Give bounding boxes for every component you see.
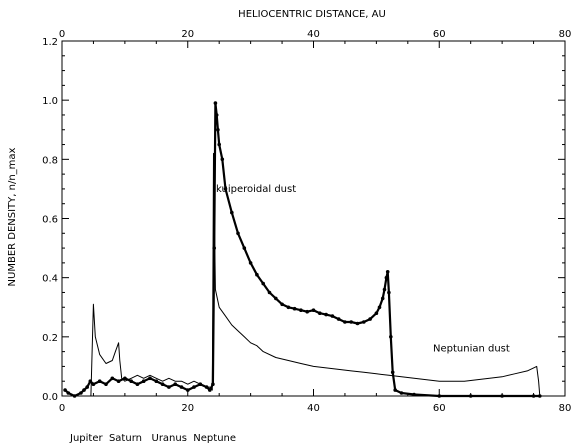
annotation-kuiperoidal-dust: kuiperoidal dust xyxy=(216,184,296,195)
series-line-neptunian-dust xyxy=(90,152,541,397)
series-point-kuiperoidal-dust-73 xyxy=(531,394,536,398)
series-point-kuiperoidal-dust-60 xyxy=(380,296,385,301)
axis-ticks: 0 0 20 20 40 40 60 60 80 80 0.0 0.2 0.4 0.6 0.8 1.0 1.2 xyxy=(42,29,571,414)
series-point-kuiperoidal-dust-2 xyxy=(72,394,77,398)
series-point-kuiperoidal-dust-23 xyxy=(192,385,196,389)
series-point-kuiperoidal-dust-70 xyxy=(437,394,442,398)
series-point-kuiperoidal-dust-68 xyxy=(399,391,404,395)
series-point-kuiperoidal-dust-43 xyxy=(280,302,284,307)
x-tick-label-bottom-0: 0 xyxy=(59,403,65,414)
x-tick-label-bottom-60: 60 xyxy=(433,403,446,414)
series-point-kuiperoidal-dust-11 xyxy=(116,379,121,384)
y-tick-label-0.8: 0.8 xyxy=(42,155,58,166)
series-point-kuiperoidal-dust-57 xyxy=(368,317,372,321)
series-point-kuiperoidal-dust-1 xyxy=(66,391,71,395)
series-point-kuiperoidal-dust-69 xyxy=(412,392,416,397)
series-point-kuiperoidal-dust-72 xyxy=(500,394,504,398)
series-point-kuiperoidal-dust-40 xyxy=(261,281,266,286)
series-point-kuiperoidal-dust-18 xyxy=(160,382,165,387)
series-point-kuiperoidal-dust-9 xyxy=(104,382,108,387)
series-point-kuiperoidal-dust-65 xyxy=(389,335,393,339)
series-point-kuiperoidal-dust-56 xyxy=(362,320,366,324)
series-point-kuiperoidal-dust-35 xyxy=(230,210,234,215)
y-tick-label-1: 1.0 xyxy=(42,96,58,107)
series-point-kuiperoidal-dust-21 xyxy=(179,385,184,389)
series-point-kuiperoidal-dust-14 xyxy=(135,382,140,387)
series-point-kuiperoidal-dust-27 xyxy=(211,382,215,387)
series-point-kuiperoidal-dust-42 xyxy=(274,296,278,301)
series-point-kuiperoidal-dust-64 xyxy=(387,290,391,295)
series-point-kuiperoidal-dust-55 xyxy=(355,321,360,326)
x-tick-label-bottom-20: 20 xyxy=(181,403,194,414)
series-point-kuiperoidal-dust-12 xyxy=(123,376,127,381)
series-point-kuiperoidal-dust-36 xyxy=(236,231,240,236)
series-point-kuiperoidal-dust-67 xyxy=(393,388,398,392)
series-point-kuiperoidal-dust-32 xyxy=(217,142,221,147)
series-point-kuiperoidal-dust-44 xyxy=(286,305,291,310)
series-point-kuiperoidal-dust-5 xyxy=(85,385,89,389)
x-tick-label-bottom-80: 80 xyxy=(559,403,572,414)
y-axis-label: NUMBER DENSITY, n/n_max xyxy=(7,147,18,286)
x-tick-label-top-80: 80 xyxy=(559,29,572,40)
series-point-kuiperoidal-dust-26 xyxy=(208,388,212,392)
series-point-kuiperoidal-dust-39 xyxy=(255,272,259,277)
series-point-kuiperoidal-dust-59 xyxy=(377,305,382,310)
x-tick-label-top-20: 20 xyxy=(181,29,194,40)
series-point-kuiperoidal-dust-66 xyxy=(390,370,395,375)
series-point-kuiperoidal-dust-22 xyxy=(186,388,190,392)
y-tick-label-0.6: 0.6 xyxy=(42,215,58,226)
x-tick-label-bottom-40: 40 xyxy=(307,403,320,414)
series-point-kuiperoidal-dust-3 xyxy=(79,391,83,395)
series-point-kuiperoidal-dust-16 xyxy=(148,376,152,381)
series-point-kuiperoidal-dust-51 xyxy=(330,314,335,318)
series-point-kuiperoidal-dust-50 xyxy=(324,312,328,317)
y-tick-label-1.2: 1.2 xyxy=(42,37,58,48)
series-point-kuiperoidal-dust-33 xyxy=(220,157,225,162)
series-point-kuiperoidal-dust-4 xyxy=(82,388,86,392)
x-tick-label-top-0: 0 xyxy=(59,29,65,40)
x-tick-label-top-40: 40 xyxy=(307,29,320,40)
annotation-neptunian-dust: Neptunian dust xyxy=(433,344,510,355)
series-point-kuiperoidal-dust-7 xyxy=(91,382,96,387)
series-point-kuiperoidal-dust-31 xyxy=(216,128,220,132)
series-point-kuiperoidal-dust-29 xyxy=(213,101,218,105)
x-axis-label: Jupiter Saturn Uranus Neptune xyxy=(69,433,236,444)
series-point-kuiperoidal-dust-47 xyxy=(305,309,310,314)
series-point-kuiperoidal-dust-48 xyxy=(311,308,316,313)
series-point-kuiperoidal-dust-52 xyxy=(336,317,341,321)
series-point-kuiperoidal-dust-19 xyxy=(167,385,171,389)
series-point-kuiperoidal-dust-10 xyxy=(110,376,115,381)
series-point-kuiperoidal-dust-8 xyxy=(97,379,102,384)
series-point-kuiperoidal-dust-17 xyxy=(154,379,159,384)
series-point-kuiperoidal-dust-45 xyxy=(292,306,297,311)
series-point-kuiperoidal-dust-30 xyxy=(214,113,219,117)
chart-title: HELIOCENTRIC DISTANCE, AU xyxy=(238,9,386,20)
x-tick-label-top-60: 60 xyxy=(433,29,446,40)
series-point-kuiperoidal-dust-53 xyxy=(343,320,347,324)
series-point-kuiperoidal-dust-41 xyxy=(267,290,272,295)
y-tick-label-0.4: 0.4 xyxy=(42,274,58,285)
series-point-kuiperoidal-dust-46 xyxy=(299,308,303,313)
series-point-kuiperoidal-dust-62 xyxy=(384,275,389,280)
series-point-kuiperoidal-dust-13 xyxy=(129,379,133,384)
series-point-kuiperoidal-dust-58 xyxy=(374,311,379,316)
series-point-kuiperoidal-dust-0 xyxy=(63,388,67,392)
series-point-kuiperoidal-dust-20 xyxy=(173,382,177,387)
series-point-kuiperoidal-dust-15 xyxy=(141,379,146,384)
series-point-kuiperoidal-dust-71 xyxy=(468,394,473,398)
series-layer xyxy=(63,101,542,398)
y-tick-label-0.2: 0.2 xyxy=(42,333,58,344)
series-point-kuiperoidal-dust-49 xyxy=(318,311,322,316)
series-point-kuiperoidal-dust-37 xyxy=(242,246,247,250)
series-point-kuiperoidal-dust-63 xyxy=(385,270,390,274)
series-point-kuiperoidal-dust-54 xyxy=(349,320,354,324)
series-point-kuiperoidal-dust-34 xyxy=(223,187,228,191)
y-tick-label-0: 0.0 xyxy=(42,392,58,403)
series-point-kuiperoidal-dust-61 xyxy=(382,287,387,292)
series-point-kuiperoidal-dust-38 xyxy=(248,261,253,265)
